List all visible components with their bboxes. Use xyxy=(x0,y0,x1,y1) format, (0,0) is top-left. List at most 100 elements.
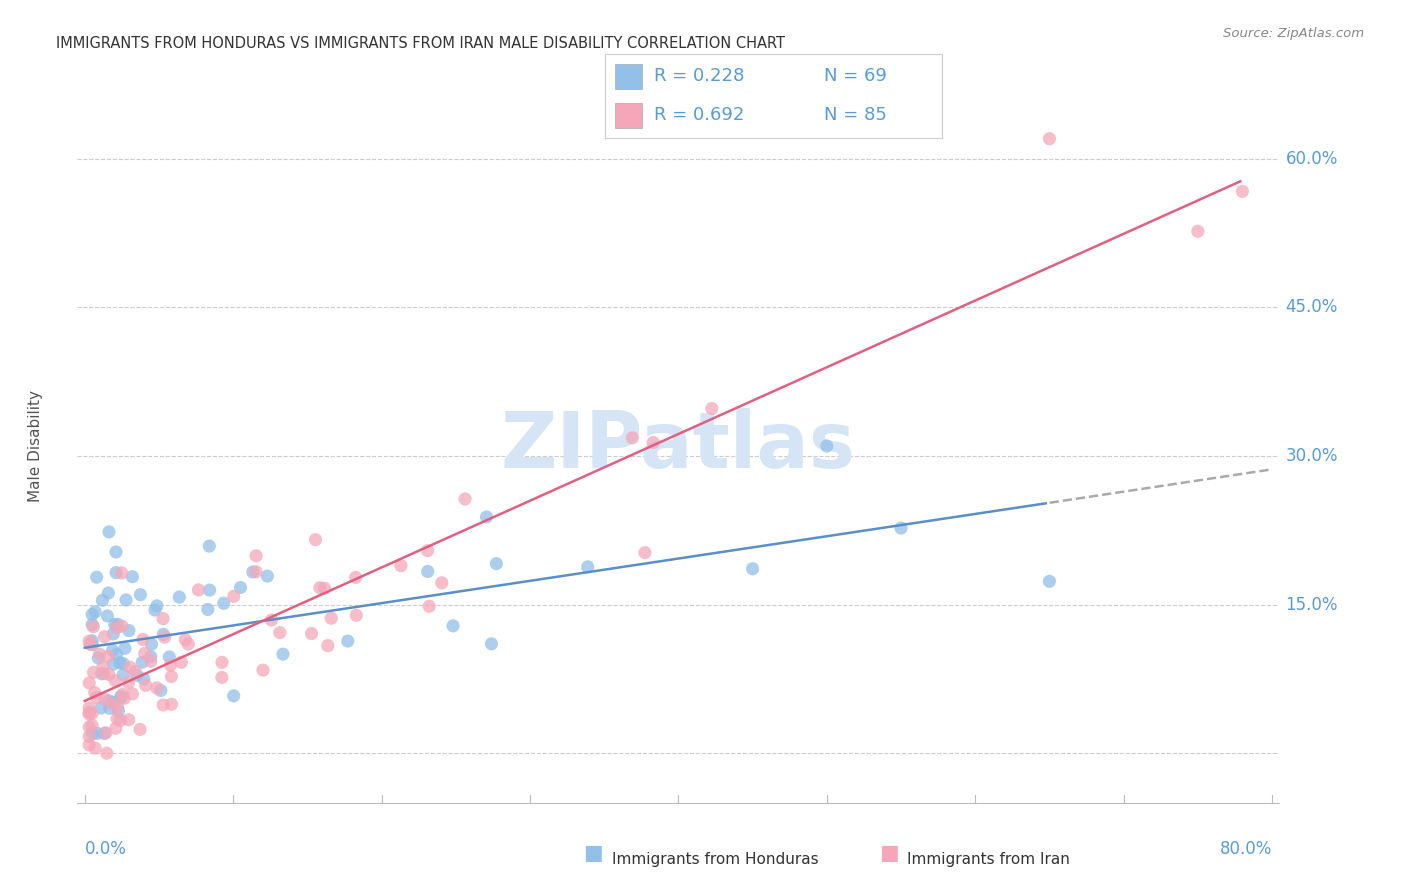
Text: 80.0%: 80.0% xyxy=(1219,840,1272,858)
Point xyxy=(89,647,111,661)
Text: 30.0%: 30.0% xyxy=(1285,447,1339,465)
Point xyxy=(198,539,221,553)
Point xyxy=(105,712,128,726)
Point xyxy=(110,690,132,705)
Point xyxy=(1038,574,1060,589)
Point xyxy=(229,581,252,595)
Text: N = 85: N = 85 xyxy=(824,105,887,123)
Point xyxy=(104,617,127,632)
Point xyxy=(82,620,104,634)
Point xyxy=(212,596,235,610)
Point xyxy=(108,656,131,670)
Point xyxy=(103,657,125,671)
Point xyxy=(1187,224,1209,238)
Point xyxy=(104,722,127,736)
Point xyxy=(105,566,128,580)
Point xyxy=(118,713,141,727)
Text: Immigrants from Honduras: Immigrants from Honduras xyxy=(612,852,818,867)
Point xyxy=(245,549,267,563)
Point xyxy=(84,605,107,619)
Point xyxy=(344,570,367,584)
Point xyxy=(143,603,166,617)
Point xyxy=(96,608,118,623)
Point xyxy=(145,681,167,695)
Point xyxy=(110,714,132,728)
Bar xyxy=(614,103,641,128)
Point xyxy=(815,439,838,453)
Point xyxy=(260,613,283,627)
Point xyxy=(187,582,209,597)
Point xyxy=(321,611,343,625)
Point xyxy=(741,562,763,576)
Point xyxy=(90,701,112,715)
Point xyxy=(77,730,100,744)
Point xyxy=(197,602,219,616)
Point xyxy=(1038,132,1060,146)
Point xyxy=(1232,185,1254,199)
Point xyxy=(79,637,101,651)
Point xyxy=(389,558,412,573)
Point xyxy=(245,565,267,579)
Point xyxy=(132,632,155,647)
Point xyxy=(80,718,103,732)
Point xyxy=(115,593,138,607)
Point xyxy=(416,543,439,558)
Point xyxy=(103,627,125,641)
Point xyxy=(309,581,332,595)
Point xyxy=(252,663,274,677)
Point xyxy=(111,619,134,633)
Point xyxy=(134,646,156,660)
Bar xyxy=(614,63,641,89)
Point xyxy=(169,590,191,604)
Point xyxy=(91,593,114,607)
Point xyxy=(131,655,153,669)
Point xyxy=(82,726,104,740)
Point xyxy=(82,638,104,652)
Point xyxy=(344,608,367,623)
Point xyxy=(77,676,100,690)
Point xyxy=(152,698,174,712)
Point xyxy=(121,687,143,701)
Text: N = 69: N = 69 xyxy=(824,67,887,85)
Point xyxy=(82,607,104,622)
Point xyxy=(82,633,104,648)
Point xyxy=(105,648,128,662)
Point xyxy=(118,660,141,674)
Point xyxy=(141,637,163,651)
Point xyxy=(117,675,139,690)
Point xyxy=(84,741,107,756)
Point xyxy=(86,570,108,584)
Point xyxy=(576,560,599,574)
Point xyxy=(97,667,120,681)
Point xyxy=(97,586,120,600)
Point xyxy=(271,647,294,661)
Point xyxy=(112,691,135,706)
Point xyxy=(93,666,115,681)
Point xyxy=(82,617,104,632)
Point xyxy=(94,726,117,740)
Point xyxy=(107,617,129,632)
Point xyxy=(86,690,108,705)
Text: R = 0.692: R = 0.692 xyxy=(654,105,744,123)
Point xyxy=(159,658,181,673)
Point xyxy=(87,651,110,665)
Point xyxy=(454,491,477,506)
Point xyxy=(93,726,115,740)
Point xyxy=(152,627,174,641)
Point xyxy=(135,678,157,692)
Point xyxy=(222,689,245,703)
Point xyxy=(700,401,723,416)
Point xyxy=(77,720,100,734)
Point xyxy=(160,698,183,712)
Point xyxy=(97,524,120,539)
Text: 0.0%: 0.0% xyxy=(84,840,127,858)
Point xyxy=(90,666,112,681)
Point xyxy=(416,565,439,579)
Point xyxy=(475,510,498,524)
Point xyxy=(112,657,135,671)
Text: 60.0%: 60.0% xyxy=(1285,150,1339,168)
Point xyxy=(83,665,105,680)
Point xyxy=(121,570,143,584)
Point xyxy=(170,656,193,670)
Point xyxy=(222,590,245,604)
